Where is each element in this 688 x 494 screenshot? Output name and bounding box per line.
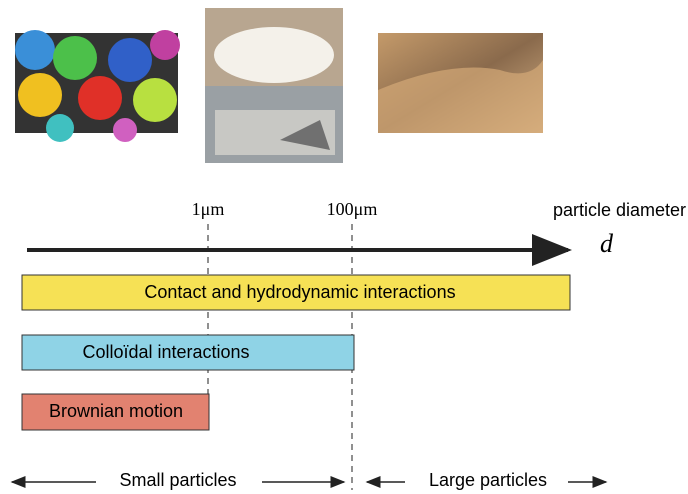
bar — [21, 274, 571, 311]
cement-photo — [205, 8, 343, 163]
tick-label: 1μm — [192, 199, 225, 219]
bar — [21, 393, 210, 431]
region-label: Large particles — [429, 470, 547, 490]
paint-photo — [15, 30, 180, 142]
region-label: Small particles — [119, 470, 236, 490]
tick-label: 100μm — [327, 199, 378, 219]
bar-label: Brownian motion — [49, 401, 183, 421]
bar-label: Colloïdal interactions — [82, 342, 249, 362]
sand-photo — [378, 33, 543, 133]
bar — [21, 334, 355, 371]
axis-label: particle diameter — [553, 200, 686, 220]
axis-symbol: d — [600, 229, 614, 258]
bar-label: Contact and hydrodynamic interactions — [144, 282, 455, 302]
